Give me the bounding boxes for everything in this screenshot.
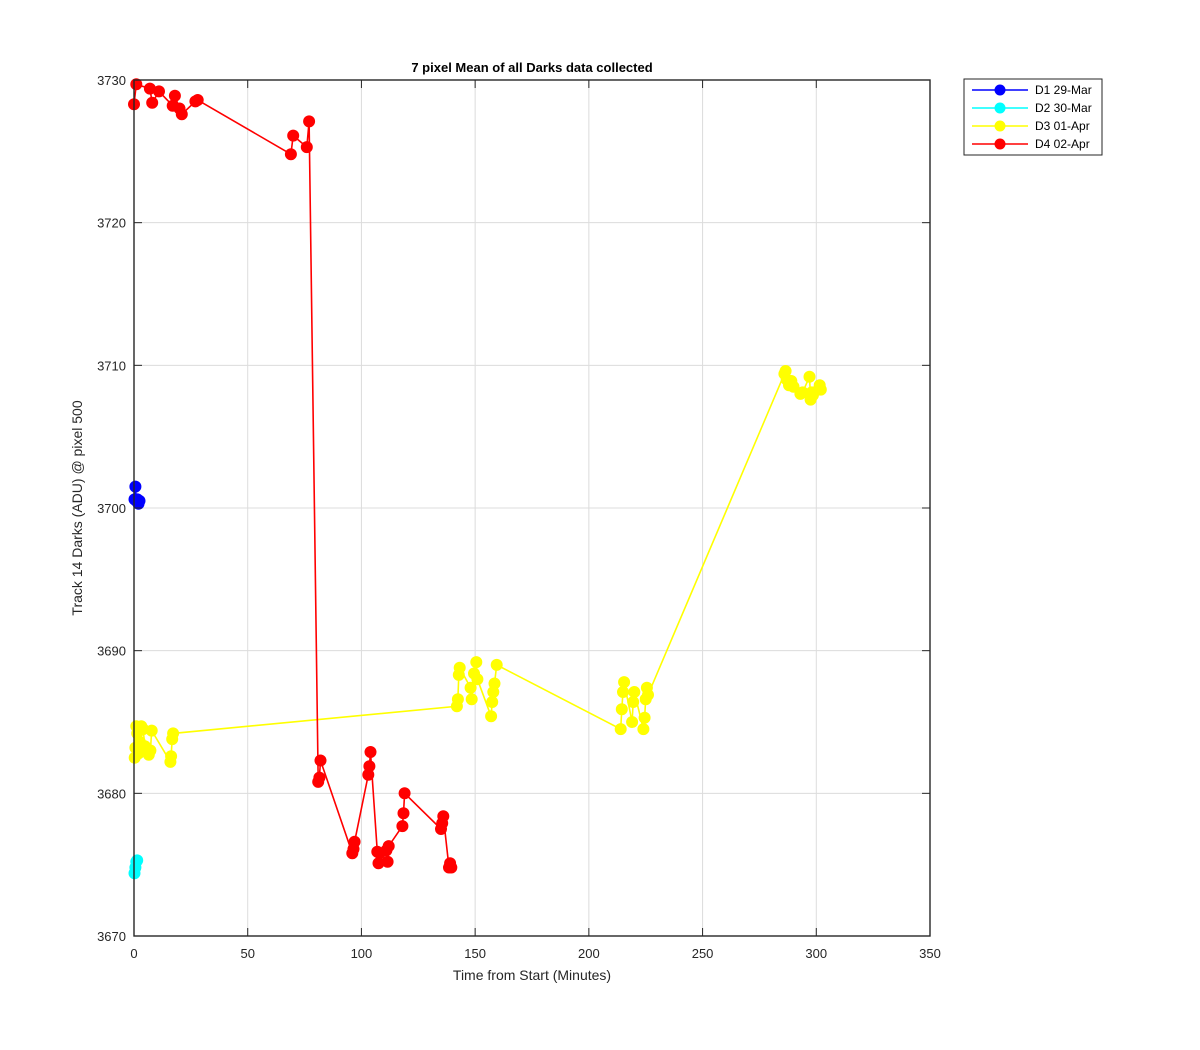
data-point (486, 696, 499, 708)
x-axis-label: Time from Start (Minutes) (453, 967, 611, 983)
data-point (191, 94, 204, 106)
y-tick-label: 3700 (97, 501, 126, 516)
data-point (638, 711, 651, 724)
y-axis-label: Track 14 Darks (ADU) @ pixel 500 (69, 400, 85, 615)
legend-label: D1 29-Mar (1035, 83, 1092, 97)
legend-box (963, 78, 1103, 156)
data-point (396, 820, 409, 833)
data-point (284, 148, 297, 161)
data-point (287, 129, 300, 142)
data-point (398, 787, 411, 800)
legend-label: D3 01-Apr (1035, 119, 1090, 133)
data-point (133, 494, 146, 507)
data-point (471, 673, 484, 686)
data-point (626, 716, 639, 728)
data-point (615, 703, 628, 716)
legend: D1 29-Mar D2 30-Mar D3 01-Apr D4 02-Apr (963, 78, 1103, 156)
legend-label: D2 30-Mar (1035, 101, 1092, 115)
y-tick-label: 3710 (97, 358, 126, 373)
data-point (642, 688, 654, 701)
data-point (146, 96, 159, 109)
legend-item: D4 02-Apr (972, 137, 1090, 151)
data-point (381, 855, 394, 868)
tick-layer: 0 50 100 150 200 250 300 350 3670 3680 3690 3700 371… (97, 73, 941, 961)
data-point (814, 383, 827, 396)
data-point (637, 723, 650, 736)
data-point (175, 108, 188, 121)
data-point (470, 656, 483, 669)
x-tick-label: 100 (351, 946, 373, 961)
legend-label: D4 02-Apr (1035, 137, 1090, 151)
data-point (628, 686, 641, 698)
legend-marker (994, 84, 1006, 96)
x-tick-label: 300 (805, 946, 827, 961)
y-tick-label: 3720 (97, 216, 126, 231)
data-point (303, 115, 316, 128)
data-point (488, 677, 501, 690)
data-point (437, 810, 450, 823)
data-point (803, 370, 816, 383)
data-point (168, 89, 181, 102)
y-tick-label: 3670 (97, 929, 126, 944)
data-point (445, 861, 458, 874)
data-point (153, 85, 165, 98)
data-point (464, 681, 477, 694)
data-point (627, 696, 640, 708)
data-point (787, 380, 800, 393)
legend-item: D3 01-Apr (972, 119, 1090, 133)
data-point (614, 723, 627, 736)
data-point (165, 750, 178, 763)
data-point (145, 724, 158, 737)
legend-item: D2 30-Mar (972, 101, 1092, 115)
data-point (451, 693, 464, 706)
data-point (167, 727, 180, 740)
x-tick-label: 250 (692, 946, 714, 961)
x-tick-label: 0 (130, 946, 137, 961)
data-point (453, 661, 466, 674)
x-tick-label: 200 (578, 946, 600, 961)
series-3 (128, 78, 458, 874)
data-point (397, 807, 410, 820)
data-point (617, 686, 629, 698)
series-layer (128, 78, 827, 880)
data-point (490, 658, 503, 671)
legend-marker (994, 120, 1006, 132)
legend-marker (994, 138, 1006, 150)
data-point (313, 771, 326, 784)
legend-marker (994, 102, 1006, 114)
data-point (300, 141, 313, 154)
data-point (485, 710, 498, 723)
series-2 (128, 365, 827, 768)
data-point (348, 835, 361, 848)
y-tick-label: 3730 (97, 73, 126, 88)
chart-title: 7 pixel Mean of all Darks data collected (411, 60, 652, 75)
legend-item: D1 29-Mar (972, 83, 1092, 97)
data-point (382, 840, 395, 853)
data-point (618, 676, 631, 689)
x-tick-label: 50 (240, 946, 254, 961)
data-point (314, 754, 327, 767)
data-point (465, 693, 478, 706)
data-point (129, 480, 142, 493)
data-point (144, 744, 157, 757)
data-point (364, 746, 377, 758)
y-tick-label: 3690 (97, 644, 126, 659)
y-tick-label: 3680 (97, 786, 126, 801)
x-tick-label: 150 (464, 946, 486, 961)
x-tick-label: 350 (919, 946, 941, 961)
data-point (363, 760, 376, 773)
